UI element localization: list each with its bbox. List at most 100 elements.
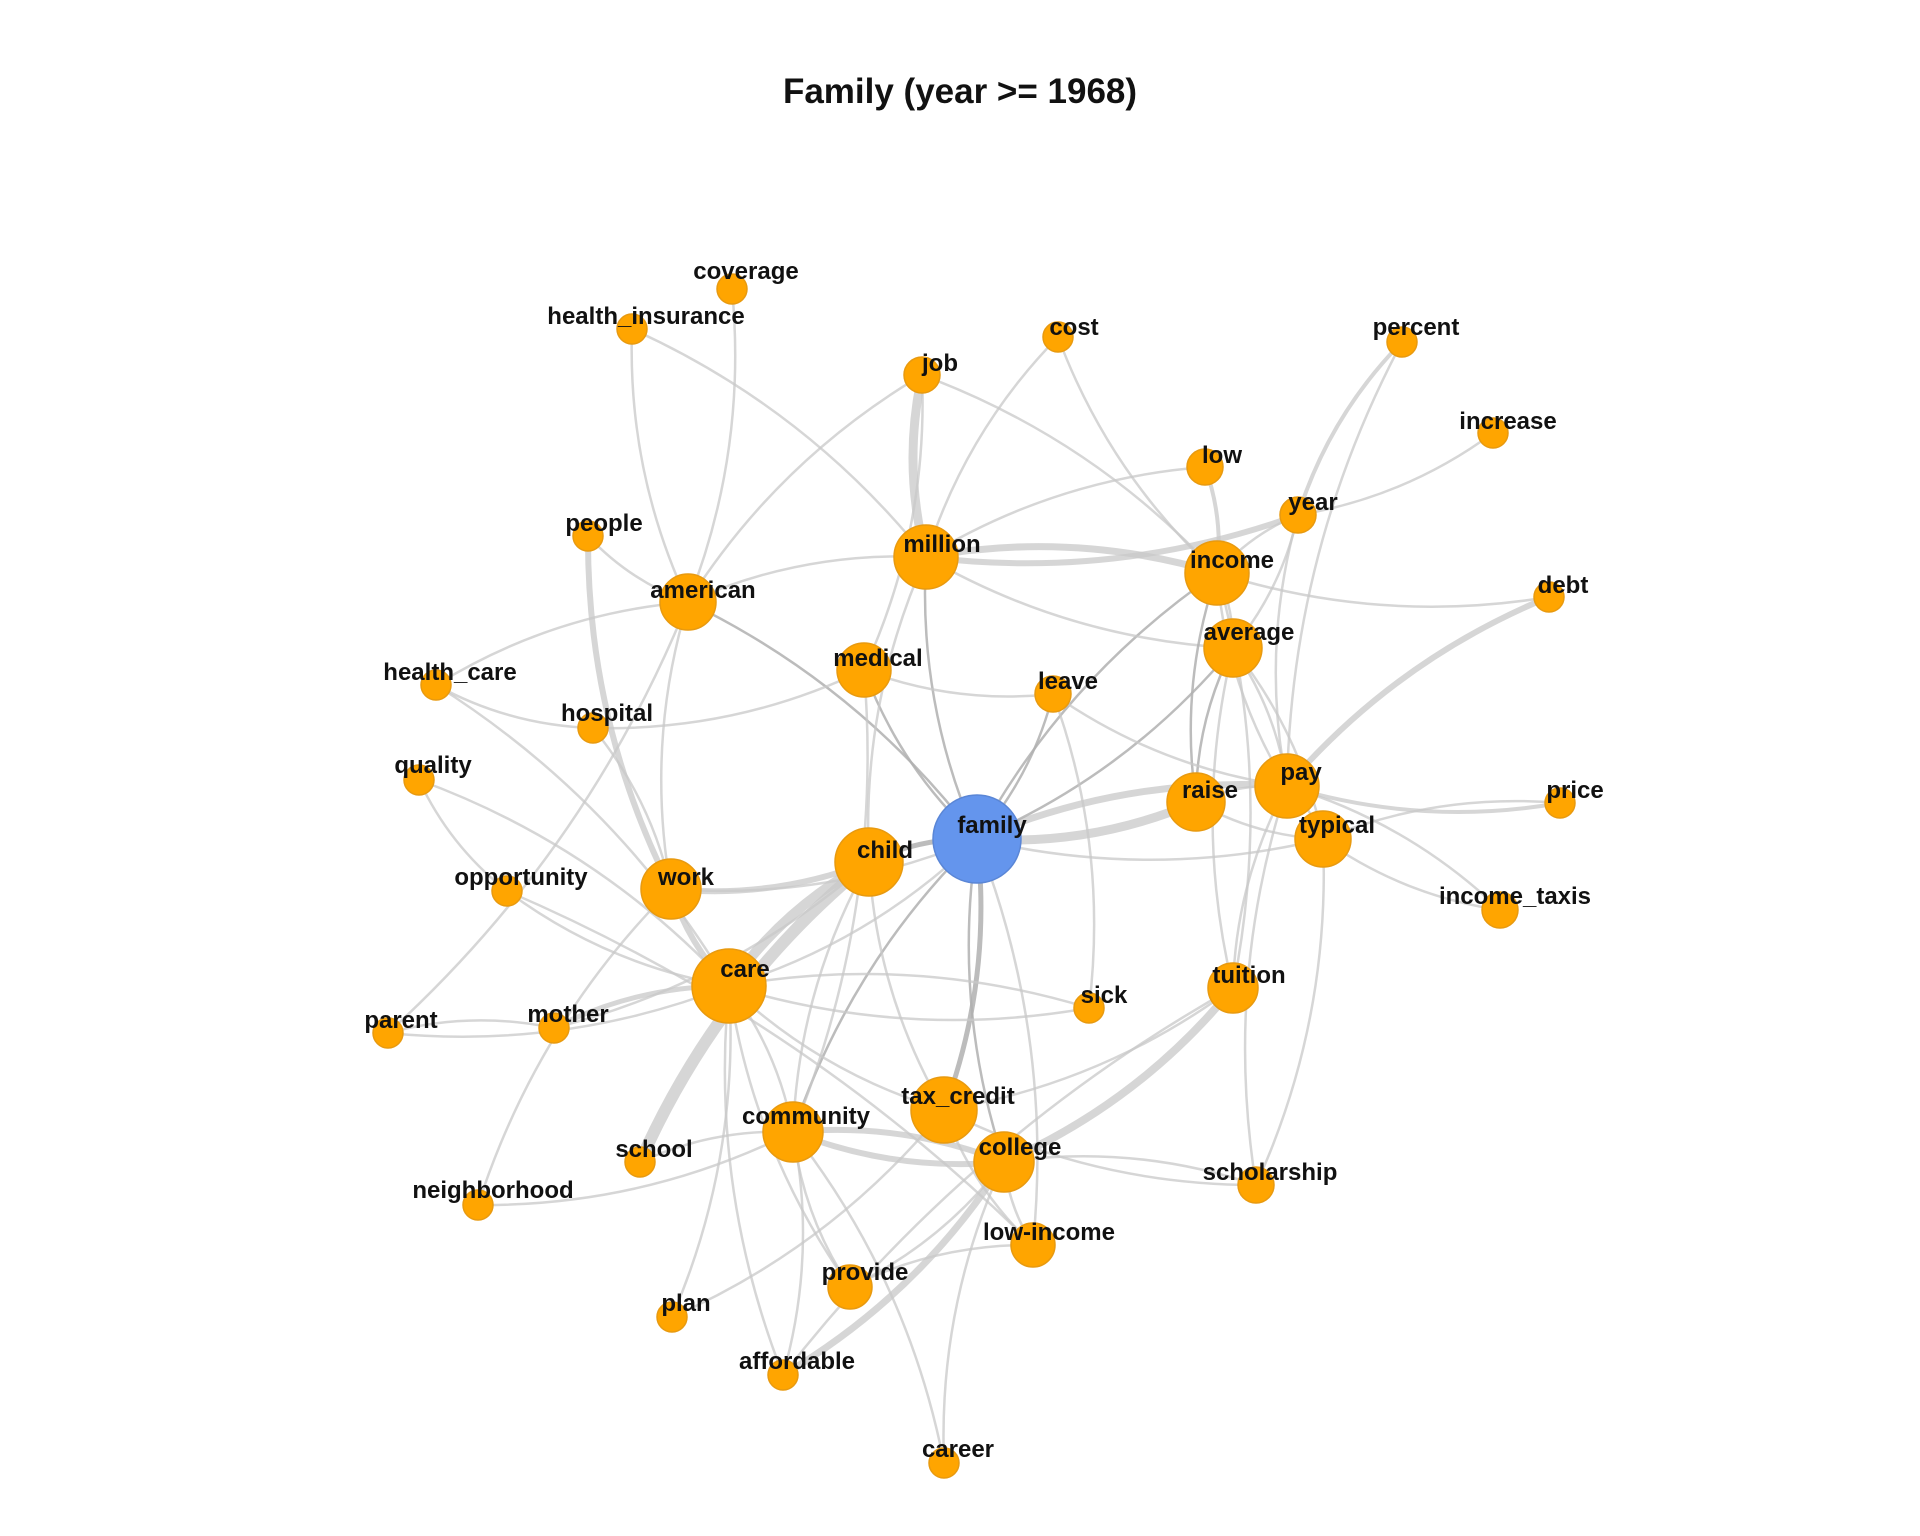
node-label-income_taxis: income_taxis [1439, 883, 1591, 910]
node-label-hospital: hospital [561, 700, 653, 727]
edge-tax_credit-scholarship [942, 1108, 1258, 1187]
node-mother [538, 1012, 570, 1044]
edge-care-quality [417, 778, 731, 988]
node-label-plan: plan [661, 1290, 710, 1317]
edge-community-career [791, 1130, 946, 1465]
node-label-income: income [1190, 547, 1274, 574]
node-label-work: work [657, 864, 715, 891]
node-leave [1034, 675, 1072, 713]
edge-american-health_care [434, 600, 690, 687]
edge-community-affordable [781, 1130, 805, 1377]
edge-income-debt [1215, 571, 1551, 608]
node-year [1279, 496, 1317, 534]
edge-work-people [584, 533, 674, 892]
node-label-american: american [650, 577, 755, 604]
node-college [973, 1131, 1035, 1193]
node-family [932, 794, 1022, 884]
node-label-typical: typical [1299, 812, 1375, 839]
node-label-medical: medical [833, 645, 922, 672]
edge-million-average [924, 555, 1235, 650]
node-layer [372, 273, 1576, 1479]
edge-low-income-provide [848, 1243, 1035, 1289]
edge-college-scholarship [1002, 1154, 1258, 1187]
node-label-career: career [922, 1436, 994, 1463]
node-coverage [716, 273, 748, 305]
node-care [691, 948, 767, 1024]
edge-tuition-tax_credit [942, 986, 1235, 1112]
edge-pay-percent [1285, 340, 1404, 788]
node-label-debt: debt [1538, 572, 1589, 599]
edge-year-percent [1296, 340, 1404, 517]
edge-million-health_insurance [630, 327, 928, 559]
edge-family-typical [975, 837, 1325, 861]
node-medical [836, 642, 892, 698]
node-label-percent: percent [1373, 314, 1460, 341]
edge-child-community [791, 860, 871, 1134]
node-label-child: child [857, 837, 913, 864]
edge-typical-price [1321, 799, 1562, 841]
node-label-increase: increase [1459, 408, 1556, 435]
edge-hospital-health_care [434, 683, 595, 730]
edge-income-job [920, 373, 1219, 575]
edge-care-plan [670, 984, 732, 1319]
node-million [893, 524, 959, 590]
node-health_insurance [616, 313, 648, 345]
edge-typical-scholarship [1254, 837, 1326, 1187]
edge-sick-care [727, 984, 1091, 1022]
node-label-low: low [1202, 442, 1242, 469]
node-label-raise: raise [1182, 777, 1238, 804]
edge-leave-sick [1051, 692, 1096, 1010]
node-label-tax_credit: tax_credit [901, 1083, 1014, 1110]
node-people [572, 520, 604, 552]
edge-care-sick [727, 972, 1091, 1010]
node-label-care: care [720, 956, 769, 983]
node-pay [1254, 753, 1320, 819]
node-label-average: average [1204, 619, 1295, 646]
edge-family-work [669, 837, 979, 893]
edge-family-low-income [975, 837, 1039, 1247]
node-price [1544, 787, 1576, 819]
edge-medical-leave [862, 668, 1055, 698]
node-label-cost: cost [1049, 314, 1098, 341]
edge-tax_credit-plan [670, 1108, 946, 1319]
node-community [762, 1101, 824, 1163]
edge-leave-pay [1051, 692, 1289, 788]
node-parent [372, 1017, 404, 1049]
node-low [1186, 448, 1224, 486]
edge-work-american [659, 600, 690, 891]
edge-medical-community [791, 668, 869, 1134]
node-income_taxis [1481, 891, 1519, 929]
edge-medical-job [862, 373, 924, 672]
node-percent [1386, 326, 1418, 358]
edge-million-low [924, 465, 1207, 559]
diagram-title: Family (year >= 1968) [782, 72, 1138, 111]
node-affordable [767, 1359, 799, 1391]
node-label-leave: leave [1038, 668, 1098, 695]
node-label-mother: mother [527, 1001, 608, 1028]
node-label-provide: provide [822, 1259, 909, 1286]
node-label-low-income: low-income [983, 1219, 1115, 1246]
edge-million-income [922, 543, 1221, 577]
node-tuition [1207, 962, 1259, 1014]
node-increase [1477, 417, 1509, 449]
edge-opportunity-low-income [505, 889, 1035, 1247]
node-provide [827, 1264, 873, 1310]
edge-care-health_care [434, 683, 731, 988]
edge-million-cost [924, 335, 1060, 559]
node-label-people: people [565, 510, 642, 537]
node-career [928, 1447, 960, 1479]
edge-family-income [975, 571, 1219, 841]
node-health_care [420, 669, 452, 701]
edge-million-year [923, 512, 1301, 567]
edge-care-affordable [723, 984, 785, 1377]
node-typical [1294, 810, 1352, 868]
node-label-opportunity: opportunity [454, 864, 588, 891]
node-scholarship [1237, 1166, 1275, 1204]
node-quality [403, 764, 435, 796]
node-school [624, 1146, 656, 1178]
edge-child-million [866, 555, 928, 864]
node-label-health_insurance: health_insurance [547, 303, 744, 330]
node-hospital [577, 712, 609, 744]
